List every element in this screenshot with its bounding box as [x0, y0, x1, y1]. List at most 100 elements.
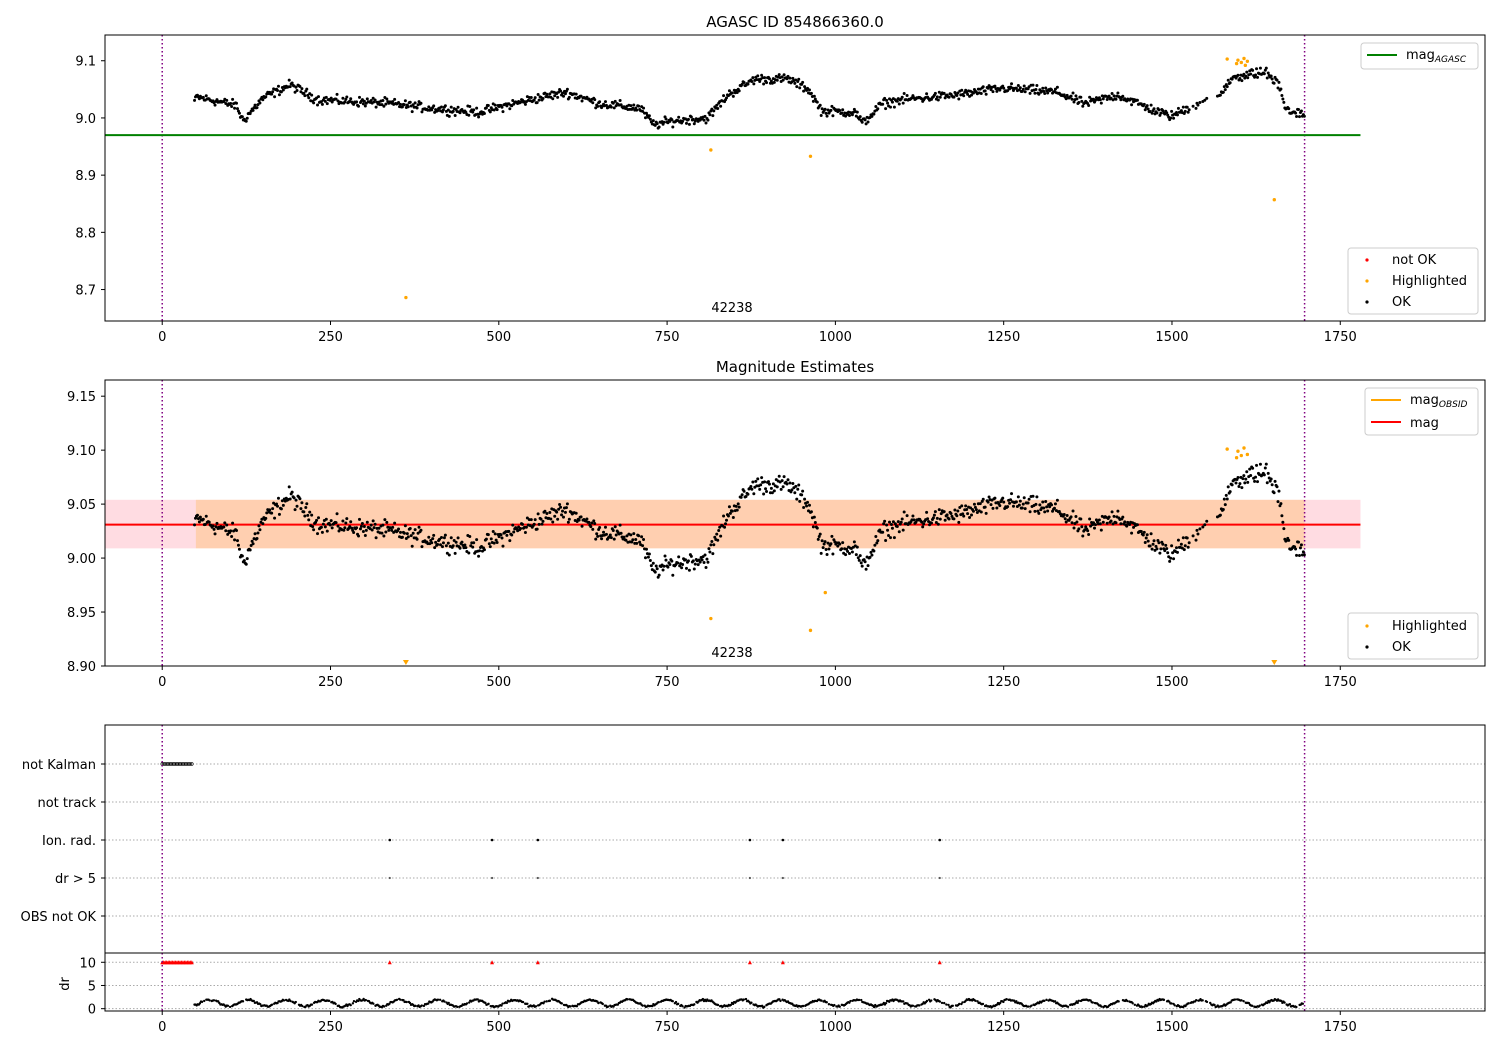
ok-point	[488, 110, 492, 114]
ok-point	[372, 526, 376, 530]
ok-point	[797, 483, 801, 487]
ok-point	[796, 487, 800, 491]
ok-point	[355, 100, 359, 104]
ok-point	[294, 85, 298, 89]
dr-point	[1002, 1000, 1005, 1004]
ok-point	[561, 94, 565, 98]
ok-point	[567, 517, 571, 521]
ok-point	[1275, 78, 1279, 82]
ok-point	[770, 491, 774, 495]
ok-point	[856, 556, 860, 560]
ok-point	[237, 547, 241, 551]
ok-point	[719, 104, 723, 108]
ok-point	[1093, 523, 1097, 527]
ok-point	[316, 103, 320, 107]
ok-point	[943, 96, 947, 100]
ok-point	[807, 503, 811, 507]
ok-point	[752, 82, 756, 86]
ok-point	[1139, 530, 1143, 534]
ok-point	[1114, 521, 1118, 525]
ok-point	[670, 118, 674, 122]
x-tick-label: 1000	[819, 675, 852, 690]
ok-point	[801, 489, 805, 493]
ok-point	[765, 489, 769, 493]
ok-point	[986, 500, 990, 504]
x-tick-label: 500	[486, 675, 511, 690]
ok-point	[872, 112, 876, 116]
dr-gt5-point	[938, 876, 941, 880]
dr-point	[1043, 999, 1046, 1003]
ok-point	[836, 544, 840, 548]
ok-point	[315, 518, 319, 522]
ok-point	[307, 518, 311, 522]
ok-point	[1179, 542, 1183, 546]
dr-point	[606, 1005, 610, 1008]
ok-point	[1234, 481, 1238, 485]
ok-point	[869, 550, 873, 554]
ok-point	[983, 505, 987, 509]
ok-point	[1077, 100, 1081, 104]
ok-point	[785, 482, 789, 486]
ok-point	[666, 565, 670, 569]
ok-point	[292, 496, 296, 500]
x-tick-label: 1500	[1155, 675, 1188, 690]
ok-point	[703, 553, 707, 557]
ok-point	[1168, 559, 1172, 563]
x-tick-label: 250	[318, 330, 343, 345]
off-scale-marker	[402, 660, 409, 665]
ok-point	[1038, 503, 1042, 507]
ok-point	[1041, 86, 1045, 90]
ok-point	[1236, 476, 1240, 480]
ok-point	[410, 544, 414, 548]
ok-point	[646, 555, 650, 559]
ok-point	[822, 542, 826, 546]
ok-point	[257, 524, 261, 528]
ok-point	[433, 546, 437, 550]
ok-point	[1299, 543, 1303, 547]
ok-point	[826, 541, 830, 545]
ok-point	[1295, 553, 1299, 557]
ok-point	[1074, 515, 1078, 519]
ok-point	[310, 513, 314, 517]
ok-point	[1187, 541, 1191, 545]
ok-point	[391, 100, 395, 104]
ok-point	[523, 102, 527, 106]
ok-point	[1150, 111, 1154, 115]
ok-point	[598, 100, 602, 104]
dr-capped-marker	[387, 960, 392, 965]
ok-point	[1072, 526, 1076, 530]
ok-point	[447, 114, 451, 118]
ok-point	[991, 90, 995, 94]
ok-point	[471, 110, 475, 114]
ok-point	[539, 517, 543, 521]
ok-point	[820, 107, 824, 111]
dr-capped-marker	[780, 960, 785, 965]
ok-point	[1080, 525, 1084, 529]
ok-point	[357, 104, 361, 108]
ok-point	[1092, 521, 1096, 525]
flag-row-label: OBS not OK	[21, 910, 97, 925]
ok-point	[1198, 527, 1202, 531]
ok-point	[905, 93, 909, 97]
dr-point	[760, 1004, 764, 1008]
ok-point	[786, 74, 790, 78]
ok-point	[736, 502, 740, 506]
ok-point	[868, 555, 872, 559]
ok-point	[537, 98, 541, 102]
ok-point	[979, 92, 983, 96]
ok-point	[293, 90, 297, 94]
dr-point	[456, 1005, 459, 1009]
dr-point	[569, 1005, 572, 1008]
ok-point	[902, 510, 906, 514]
ok-point	[268, 508, 272, 512]
ok-point	[1017, 503, 1021, 507]
ok-point	[320, 102, 324, 106]
ok-point	[1042, 506, 1046, 510]
ok-point	[349, 520, 353, 524]
ok-point	[391, 525, 395, 529]
ok-point	[1071, 91, 1075, 95]
ok-point	[1071, 509, 1075, 513]
ok-point	[1105, 98, 1109, 102]
ok-point	[938, 95, 942, 99]
ok-point	[230, 534, 234, 538]
